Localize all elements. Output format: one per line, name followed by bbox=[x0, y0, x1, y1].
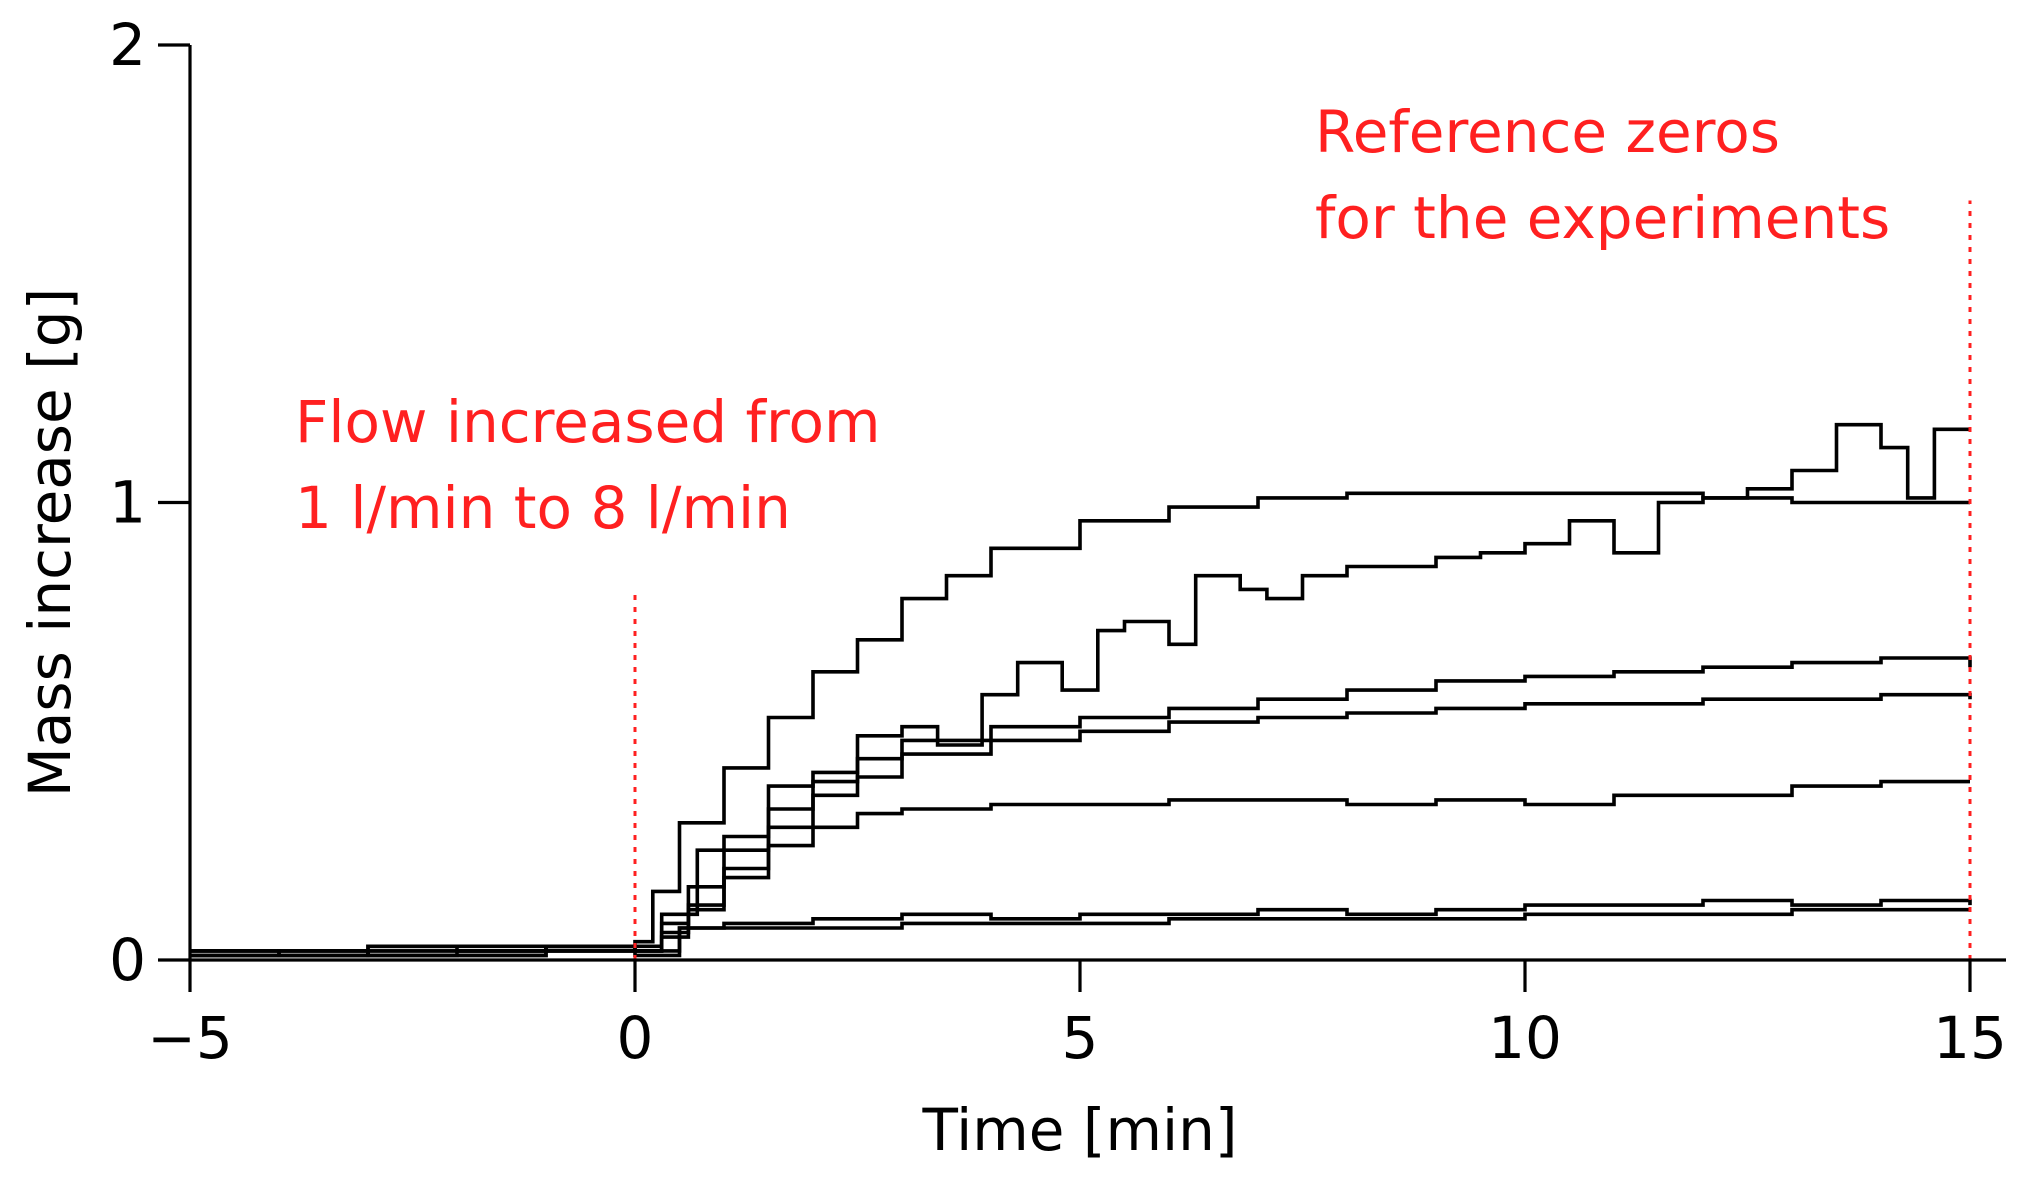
x-tick-label: 10 bbox=[1488, 1004, 1562, 1072]
x-tick-label: 5 bbox=[1062, 1004, 1099, 1072]
x-tick-label: 15 bbox=[1933, 1004, 2007, 1072]
flow-increase-text-line: Flow increased from bbox=[295, 388, 881, 456]
y-tick-label: 1 bbox=[109, 469, 146, 537]
x-axis-label: Time [min] bbox=[921, 1096, 1237, 1164]
series-run-2 bbox=[190, 422, 1970, 958]
reference-zeros-text-line: for the experiments bbox=[1315, 184, 1890, 252]
y-tick-label: 0 bbox=[109, 926, 146, 994]
x-tick-label: 0 bbox=[617, 1004, 654, 1072]
x-tick-label: −5 bbox=[147, 1004, 233, 1072]
series-run-7 bbox=[190, 907, 1970, 958]
series-run-5 bbox=[190, 779, 1970, 958]
y-tick-label: 2 bbox=[109, 11, 146, 79]
reference-zeros-text-line: Reference zeros bbox=[1315, 98, 1780, 166]
y-axis-label: Mass increase [g] bbox=[16, 288, 84, 797]
series-group bbox=[190, 422, 1972, 958]
annotations-group: Flow increased from 1 l/min to 8 l/min Ref… bbox=[295, 98, 1972, 960]
flow-increase-text-line: 1 l/min to 8 l/min bbox=[295, 474, 791, 542]
